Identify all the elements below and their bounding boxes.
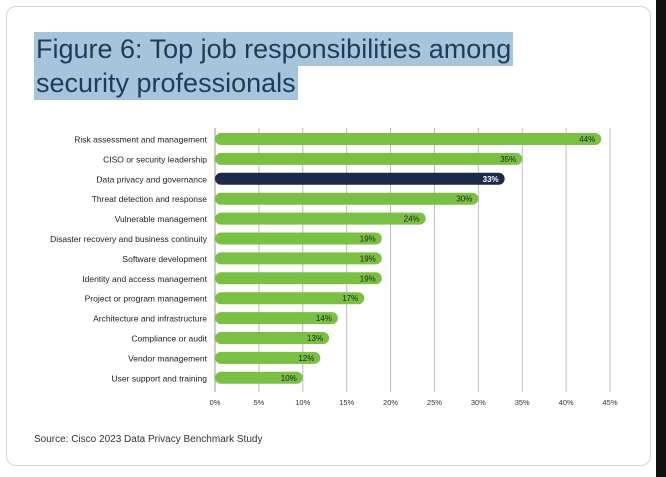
bar [215, 351, 321, 364]
category-label: User support and training [112, 373, 208, 383]
value-label: 17% [342, 294, 358, 303]
bar-chart: 0% 5% 10% 15% 20% 25% 30% 35% 40% 45% Risk assessm… [50, 128, 618, 407]
x-tick-label: 20% [383, 398, 398, 407]
value-label: 35% [500, 155, 516, 164]
value-label: 33% [483, 175, 499, 184]
value-label: 44% [579, 135, 595, 144]
bar [215, 133, 602, 145]
value-label: 13% [307, 334, 323, 343]
bar [215, 172, 505, 185]
figure-title-line-1: Figure 6: Top job responsibilities among [34, 32, 514, 66]
category-label: Data privacy and governance [96, 174, 207, 184]
category-label: Project or program management [85, 294, 208, 304]
bar [215, 292, 365, 305]
value-label: 10% [281, 374, 297, 383]
category-label: CISO or security leadership [103, 154, 207, 164]
value-label: 24% [404, 215, 420, 224]
bar [215, 371, 303, 384]
bar [215, 252, 382, 265]
x-tick-label: 15% [339, 398, 354, 407]
window-edge [656, 0, 666, 477]
value-label: 19% [360, 254, 376, 263]
category-label: Vendor management [128, 353, 208, 363]
category-label: Software development [122, 254, 207, 264]
category-label: Vulnerable management [115, 214, 208, 224]
value-label: 30% [456, 195, 472, 204]
value-label: 19% [360, 274, 376, 283]
value-label: 12% [298, 354, 314, 363]
x-tick-label: 0% [210, 398, 221, 407]
x-tick-label: 45% [602, 398, 617, 407]
x-tick-label: 5% [253, 398, 264, 407]
source-note: Source: Cisco 2023 Data Privacy Benchmar… [34, 434, 263, 445]
category-label: Disaster recovery and business continuit… [50, 234, 208, 244]
category-label: Identity and access management [82, 274, 207, 284]
bar [215, 232, 382, 245]
bar [215, 212, 426, 225]
value-label: 14% [316, 314, 332, 323]
x-tick-label: 35% [515, 398, 530, 407]
category-label: Risk assessment and management [74, 135, 207, 145]
x-tick-label: 25% [427, 398, 442, 407]
x-tick-label: 10% [295, 398, 310, 407]
category-label: Compliance or audit [131, 334, 207, 344]
bar [215, 312, 338, 325]
bar [215, 272, 382, 285]
figure-title: Figure 6: Top job responsibilities among… [34, 32, 514, 100]
category-label: Architecture and infrastructure [93, 314, 207, 324]
value-label: 19% [360, 235, 376, 244]
figure-title-line-2: security professionals [34, 66, 298, 100]
bar [215, 192, 479, 205]
x-tick-label: 40% [559, 398, 574, 407]
x-tick-label: 30% [471, 398, 486, 407]
bar [215, 332, 330, 344]
category-label: Threat detection and response [92, 194, 208, 204]
bar [215, 152, 523, 165]
